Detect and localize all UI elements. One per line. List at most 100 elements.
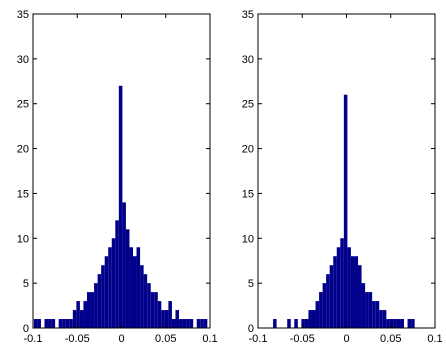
histogram-bar	[58, 319, 63, 328]
x-tick-label: 0.1	[427, 333, 442, 345]
histogram-bar	[411, 319, 415, 328]
histogram-bar	[97, 274, 102, 328]
y-tick-label: 20	[242, 144, 254, 156]
histogram-bar	[340, 238, 344, 328]
y-tick-label: 15	[242, 188, 254, 200]
y-tick-label: 10	[17, 233, 29, 245]
histogram-bar	[101, 265, 105, 328]
histogram-bar	[287, 319, 291, 328]
histogram-bar	[400, 319, 405, 328]
x-tick-label: -0.1	[249, 333, 268, 345]
histogram-bar	[350, 256, 355, 328]
y-tick-label: 20	[17, 144, 29, 156]
histogram-panel-2: 0 5 10 15 20 25 30 35 -0.1 -0.05 0 0.05 0.1	[242, 9, 443, 345]
x-tick-label: 0	[118, 333, 124, 345]
histogram-bar	[379, 310, 383, 328]
histogram-bar	[273, 319, 277, 328]
histogram-bar	[136, 247, 141, 328]
histogram-bar	[44, 319, 49, 328]
x-tick-label: -0.05	[65, 333, 90, 345]
histogram-bar	[48, 319, 52, 328]
histogram-bar	[386, 319, 390, 328]
histogram-bar	[90, 292, 95, 328]
y-tick-label: 5	[23, 278, 29, 290]
histogram-bar	[336, 247, 341, 328]
histogram-bar	[301, 319, 305, 328]
histogram-bar	[407, 319, 412, 328]
histogram-bar	[122, 202, 126, 328]
histogram-bar	[83, 301, 87, 328]
histogram-bar	[333, 256, 337, 328]
histogram-bar	[308, 310, 312, 328]
y-tick-label: 0	[248, 323, 254, 335]
y-tick-label: 25	[242, 99, 254, 111]
x-tick-label: 0.1	[202, 333, 217, 345]
histogram-bar	[129, 247, 133, 328]
histogram-bar	[94, 283, 98, 328]
histogram-bar	[143, 274, 148, 328]
histogram-bar	[69, 319, 73, 328]
y-tick-label: 0	[23, 323, 29, 335]
x-tick-label: -0.1	[24, 333, 43, 345]
x-tick-label: 0	[343, 333, 349, 345]
histogram-bar	[311, 310, 316, 328]
x-tick-label: -0.05	[290, 333, 315, 345]
y-tick-label: 35	[17, 9, 29, 21]
y-tick-label: 15	[17, 188, 29, 200]
histogram-bar	[329, 265, 334, 328]
histogram-bar	[375, 301, 380, 328]
histogram-bar	[164, 310, 169, 328]
histogram-bar	[37, 319, 41, 328]
histogram-bar	[72, 310, 77, 328]
histogram-bar	[79, 310, 84, 328]
histogram-bar	[115, 220, 119, 328]
y-tick-label: 35	[242, 9, 254, 21]
histogram-bar	[315, 301, 320, 328]
histogram-bar	[125, 229, 130, 328]
histogram-bar	[62, 319, 66, 328]
histogram-bar	[304, 319, 309, 328]
histogram-bar	[161, 310, 165, 328]
histogram-bar	[118, 85, 123, 329]
histogram-bar	[65, 319, 70, 328]
y-tick-label: 10	[242, 233, 254, 245]
histogram-bar	[86, 292, 91, 328]
y-tick-label: 30	[242, 54, 254, 66]
histogram-bar	[154, 292, 158, 328]
histogram-bar	[171, 319, 176, 328]
histogram-bar	[203, 319, 208, 328]
histogram-bar	[196, 319, 201, 328]
x-tick-label: 0.05	[380, 333, 401, 345]
histogram-bar	[182, 319, 187, 328]
histogram-bar	[150, 292, 155, 328]
histogram-bar	[319, 292, 323, 328]
histogram-bar	[104, 256, 109, 328]
histogram-bar	[358, 265, 362, 328]
histogram-bar	[347, 247, 351, 328]
x-tick-label: 0.05	[155, 333, 176, 345]
histogram-bar	[361, 283, 366, 328]
histogram-bar	[343, 94, 348, 329]
histogram-bar	[108, 247, 112, 328]
histogram-bar	[157, 301, 162, 328]
histogram-bar	[33, 319, 38, 328]
histogram-bar	[168, 301, 172, 328]
histogram-bar	[175, 310, 180, 328]
histogram-bar	[393, 319, 397, 328]
histogram-panel-1: 0 5 10 15 20 25 30 35 -0.1 -0.05 0 0.05 0.1	[17, 9, 218, 345]
y-tick-label: 5	[248, 278, 254, 290]
histogram-bar	[294, 319, 298, 328]
histogram-bar	[111, 238, 116, 328]
histogram-bar	[179, 319, 183, 328]
histogram-bar	[76, 301, 80, 328]
y-tick-label: 25	[17, 99, 29, 111]
histogram-bar	[200, 319, 204, 328]
histogram-bar	[372, 301, 376, 328]
histogram-bar	[326, 274, 330, 328]
histogram-bar	[147, 283, 151, 328]
histogram-bar	[133, 256, 137, 328]
histogram-bar	[354, 256, 359, 328]
histogram-bar	[140, 265, 144, 328]
histogram-bar	[396, 319, 401, 328]
